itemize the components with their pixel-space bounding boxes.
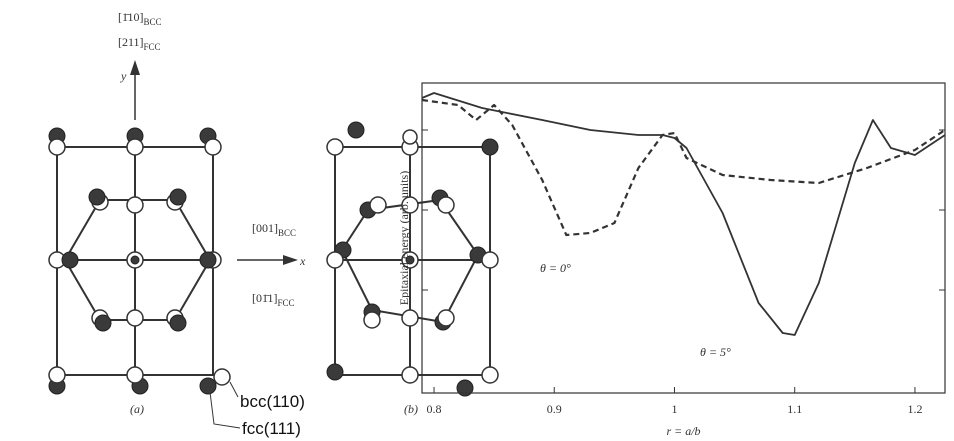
x-dir-bcc: [001]BCC (252, 221, 296, 238)
legend-filled: fcc(111) (242, 419, 301, 438)
y-dir-bcc: [1̄10]BCC (118, 10, 162, 27)
diagram-labels: [1̄10]BCC [211]FCC y [001]BCC [01̄1]FCC … (118, 10, 418, 438)
y-axis-title: Epitaxial energy (arb. units) (397, 171, 411, 305)
line-series (421, 98, 946, 237)
x-tick-label: 1.1 (787, 402, 802, 416)
panel-label: (a) (130, 402, 144, 416)
x-axis-title: r = a/b (666, 424, 700, 438)
chart: 0.8 0.9 1 1.1 1.2 r = a/b Epitaxial energy (ar… (397, 82, 946, 438)
lattice-a (48, 60, 298, 429)
x-tick-label: 1 (671, 402, 677, 416)
y-axis-label: y (120, 69, 127, 83)
annotation: θ = 5° (700, 345, 731, 359)
panel-label: (b) (404, 402, 418, 416)
line-series (421, 92, 946, 336)
plot-frame (421, 82, 946, 394)
x-axis-label: x (299, 254, 306, 268)
y-dir-fcc: [211]FCC (118, 35, 161, 52)
x-tick-label: 0.8 (427, 402, 442, 416)
lattice-b (326, 121, 499, 397)
annotation: θ = 0° (540, 261, 571, 275)
legend-open: bcc(110) (240, 392, 305, 411)
x-dir-fcc: [01̄1]FCC (252, 291, 295, 308)
x-tick-label: 1.2 (907, 402, 922, 416)
x-tick-label: 0.9 (547, 402, 562, 416)
